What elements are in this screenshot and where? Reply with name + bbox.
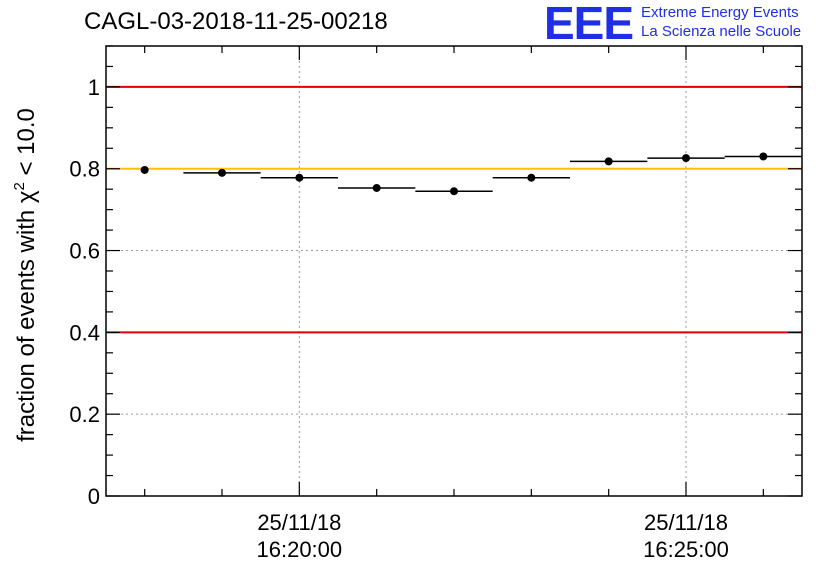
x-tick-label-date: 25/11/18 [257,510,341,535]
data-point [682,154,690,163]
data-point [295,173,304,182]
eee-logo-mark: EEE [544,0,634,49]
y-tick-label: 0.4 [69,320,100,345]
y-tick-label: 1 [88,75,100,100]
x-tick-label-time: 16:20:00 [257,537,343,562]
eee-logo: EEE Extreme Energy Events La Scienza nel… [544,0,801,49]
logo-line-1: Extreme Energy Events [641,4,799,21]
y-tick-label: 0 [88,484,100,509]
data-point [140,165,149,174]
y-tick-label: 0.2 [69,402,100,427]
x-tick-label-date: 25/11/18 [644,510,728,535]
data-point [604,157,613,166]
chart-title: CAGL-03-2018-11-25-00218 [84,8,388,35]
logo-line-2: La Scienza nelle Scuole [641,23,802,40]
y-tick-label: 0.8 [69,157,100,182]
data-point [527,173,536,182]
x-tick-label-time: 16:25:00 [643,537,729,562]
eee-logo-text: Extreme Energy Events La Scienza nelle S… [641,3,801,41]
data-point [759,152,768,161]
y-tick-label: 0.6 [69,239,100,264]
data-point [218,168,226,177]
plot-frame [105,45,803,497]
data-point [372,183,381,192]
data-point [450,187,458,196]
y-axis-label: fraction of events with χ2 < 10.0 [11,108,40,442]
